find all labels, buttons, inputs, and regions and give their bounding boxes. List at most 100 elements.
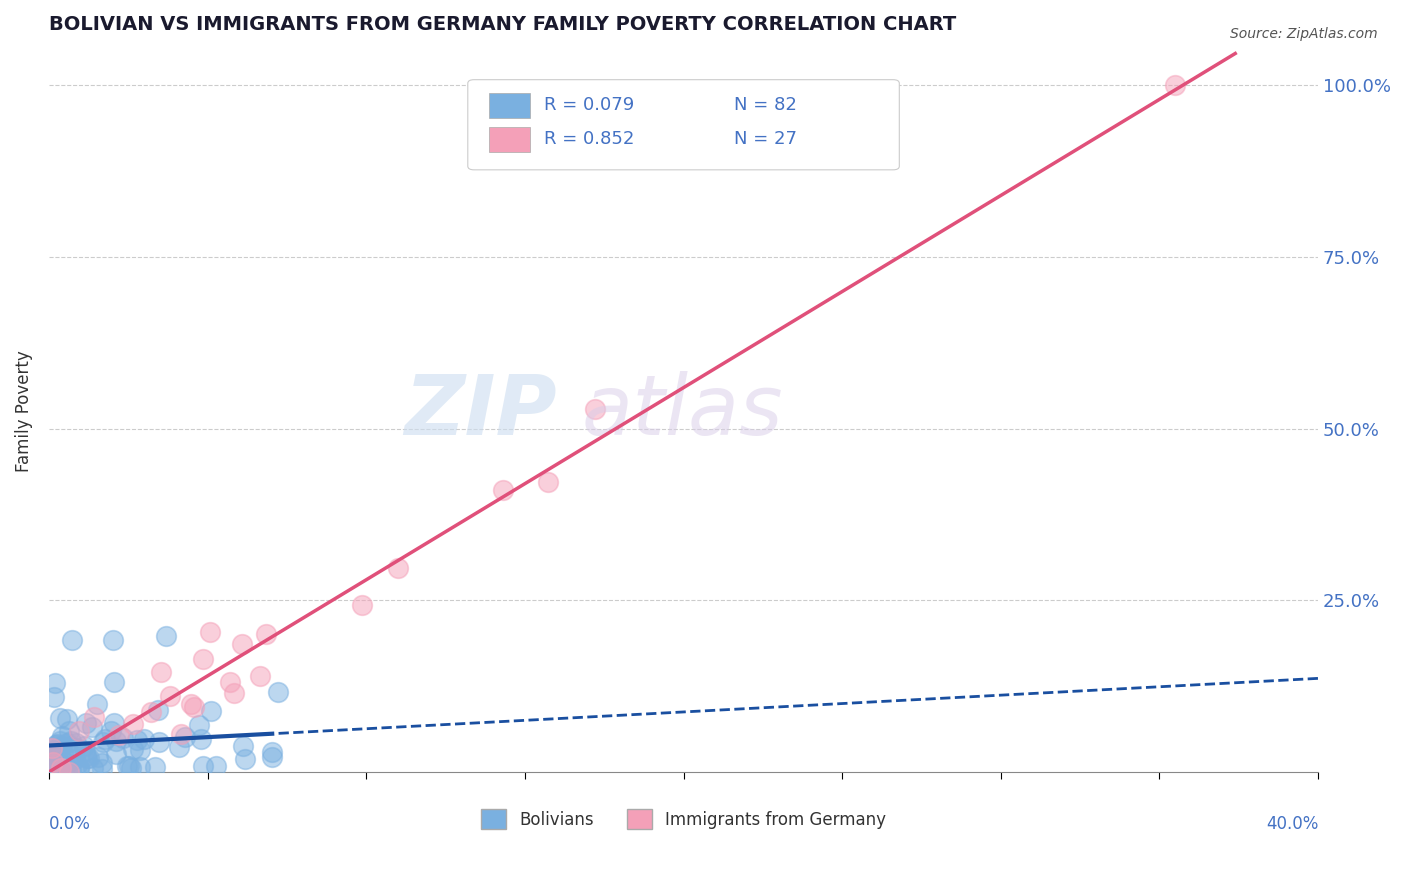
Point: [75, 715, 97, 730]
Point: [48, 755, 70, 769]
Point: [150, 665, 173, 679]
FancyBboxPatch shape: [489, 128, 530, 152]
Point: [65, 736, 87, 750]
Point: [94, 731, 117, 746]
Point: [537, 475, 560, 489]
Text: atlas: atlas: [582, 371, 783, 452]
Text: Source: ZipAtlas.com: Source: ZipAtlas.com: [1230, 27, 1378, 41]
Point: [49, 711, 72, 725]
Point: [46, 743, 69, 757]
Point: [77, 751, 100, 765]
Point: [60, 734, 83, 748]
Point: [100, 724, 122, 739]
Point: [254, 626, 277, 640]
Point: [187, 717, 209, 731]
Point: [218, 674, 240, 689]
Point: [65, 752, 87, 766]
Point: [41, 753, 63, 767]
Point: [139, 706, 162, 720]
Point: [90, 763, 112, 777]
Point: [75, 748, 97, 763]
Point: [155, 629, 177, 643]
Point: [249, 669, 271, 683]
Point: [82, 761, 104, 775]
Point: [52, 750, 75, 764]
Point: [67, 762, 90, 776]
Point: [51, 739, 73, 754]
Point: [91, 756, 114, 771]
Point: [59, 763, 82, 777]
Point: [67, 760, 90, 774]
Point: [52, 757, 75, 772]
Point: [262, 749, 284, 764]
Text: N = 27: N = 27: [734, 130, 797, 148]
Point: [46, 737, 69, 751]
Point: [191, 758, 214, 772]
Point: [103, 675, 125, 690]
Point: [107, 728, 129, 742]
Text: ZIP: ZIP: [404, 371, 557, 452]
Point: [56, 756, 79, 770]
Point: [42, 690, 65, 705]
Point: [76, 751, 98, 765]
Point: [122, 742, 145, 756]
Point: [44, 743, 66, 757]
Point: [129, 760, 152, 774]
Point: [190, 731, 212, 746]
Point: [193, 652, 215, 666]
Point: [38, 755, 60, 769]
Point: [48, 740, 70, 755]
Point: [104, 733, 127, 747]
Point: [180, 697, 202, 711]
FancyBboxPatch shape: [489, 94, 530, 118]
Text: N = 82: N = 82: [734, 96, 797, 114]
Point: [41, 741, 63, 756]
Point: [101, 633, 124, 648]
Point: [1164, 78, 1187, 92]
Point: [41, 755, 63, 769]
Point: [55, 759, 77, 773]
Point: [352, 599, 374, 613]
Point: [49, 761, 72, 775]
Point: [231, 637, 253, 651]
Point: [48, 759, 70, 773]
Point: [52, 755, 75, 769]
Point: [222, 686, 245, 700]
Point: [170, 727, 193, 741]
Point: [583, 402, 606, 417]
Point: [120, 760, 142, 774]
Point: [492, 483, 515, 497]
Point: [118, 759, 141, 773]
Point: [105, 747, 128, 761]
Point: [125, 733, 148, 747]
Point: [66, 758, 89, 772]
Point: [93, 734, 115, 748]
Point: [267, 685, 290, 699]
Point: [200, 704, 222, 718]
Point: [148, 735, 170, 749]
Point: [132, 732, 155, 747]
Point: [51, 729, 73, 743]
Point: [115, 758, 138, 772]
Point: [83, 710, 105, 724]
Point: [169, 739, 191, 754]
Point: [49, 734, 72, 748]
Point: [75, 744, 97, 758]
Point: [146, 703, 169, 717]
Point: [183, 699, 205, 714]
Text: 0.0%: 0.0%: [49, 815, 91, 833]
Point: [143, 760, 166, 774]
Text: 40.0%: 40.0%: [1265, 815, 1319, 833]
Point: [39, 756, 62, 771]
Point: [44, 675, 66, 690]
Point: [122, 716, 145, 731]
Point: [67, 723, 90, 738]
Point: [205, 759, 228, 773]
Point: [260, 745, 283, 759]
Point: [232, 739, 254, 753]
Point: [80, 720, 103, 734]
Point: [235, 752, 257, 766]
Legend: Bolivians, Immigrants from Germany: Bolivians, Immigrants from Germany: [474, 802, 893, 836]
Point: [103, 715, 125, 730]
Point: [41, 748, 63, 763]
